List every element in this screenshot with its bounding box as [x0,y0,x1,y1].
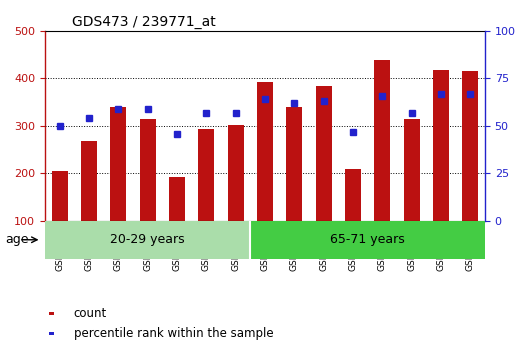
Text: percentile rank within the sample: percentile rank within the sample [74,327,273,340]
Bar [81,141,97,221]
Bar [49,312,54,315]
Text: GDS473 / 239771_at: GDS473 / 239771_at [72,15,215,29]
Bar [45,221,250,259]
Text: 20-29 years: 20-29 years [110,233,185,246]
Bar [51,171,68,221]
Bar [257,82,273,221]
Bar [227,125,244,221]
Bar [250,221,485,259]
Bar [462,71,479,221]
Bar [198,129,215,221]
Bar [345,169,361,221]
Bar [433,70,449,221]
Bar [169,177,185,221]
Text: count: count [74,307,107,319]
Bar [374,60,391,221]
Bar [110,107,127,221]
Bar [315,86,332,221]
Bar [403,119,420,221]
Text: age: age [5,233,29,246]
Text: 65-71 years: 65-71 years [330,233,405,246]
Bar [139,119,156,221]
Bar [49,332,54,335]
Bar [286,107,303,221]
